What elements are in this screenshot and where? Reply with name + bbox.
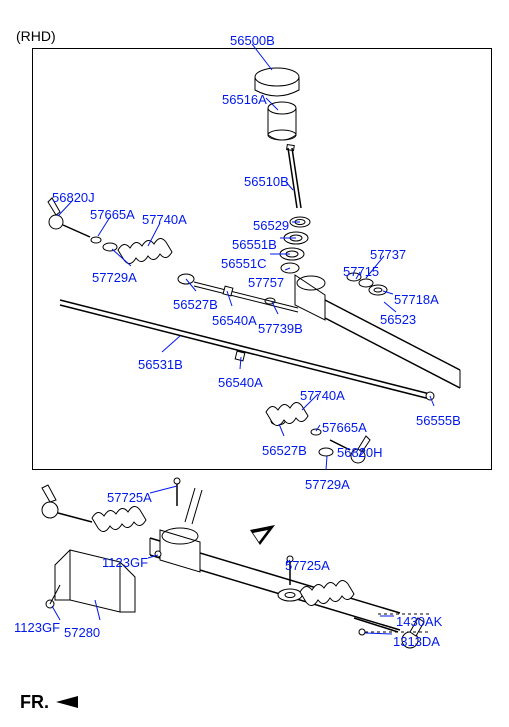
- callout-56523: 56523: [380, 312, 416, 327]
- callout-57715: 57715: [343, 264, 379, 279]
- variant-label: (RHD): [16, 28, 56, 44]
- callout-56551B: 56551B: [232, 237, 277, 252]
- callout-56531B: 56531B: [138, 357, 183, 372]
- callout-1430AK: 1430AK: [396, 614, 442, 629]
- callout-56516A: 56516A: [222, 92, 267, 107]
- callout-57665A-2: 57665A: [322, 420, 367, 435]
- callout-57729A-2: 57729A: [305, 477, 350, 492]
- callout-56527B-2: 56527B: [262, 443, 307, 458]
- callout-57740A: 57740A: [142, 212, 187, 227]
- callout-56820H: 56820H: [337, 445, 383, 460]
- callout-57740A-2: 57740A: [300, 388, 345, 403]
- callout-57729A: 57729A: [92, 270, 137, 285]
- callout-56820J: 56820J: [52, 190, 95, 205]
- callout-57725A-2: 57725A: [285, 558, 330, 573]
- callout-1123GF: 1123GF: [102, 555, 148, 570]
- callout-56540A-2: 56540A: [218, 375, 263, 390]
- callout-1123GF-2: 1123GF: [14, 620, 60, 635]
- callout-57280: 57280: [64, 625, 100, 640]
- callout-57665A: 57665A: [90, 207, 135, 222]
- diagram-canvas: (RHD): [0, 0, 509, 727]
- callout-57757: 57757: [248, 275, 284, 290]
- callout-56555B: 56555B: [416, 413, 461, 428]
- callout-56500B: 56500B: [230, 33, 275, 48]
- callout-56551C: 56551C: [221, 256, 267, 271]
- callout-57725A: 57725A: [107, 490, 152, 505]
- callout-56540A: 56540A: [212, 313, 257, 328]
- callout-56510B: 56510B: [244, 174, 289, 189]
- callout-56529: 56529: [253, 218, 289, 233]
- direction-label: FR.: [20, 692, 49, 713]
- callout-56527B: 56527B: [173, 297, 218, 312]
- callout-57737: 57737: [370, 247, 406, 262]
- callout-57739B: 57739B: [258, 321, 303, 336]
- callout-57718A: 57718A: [394, 292, 439, 307]
- callout-1313DA: 1313DA: [393, 634, 440, 649]
